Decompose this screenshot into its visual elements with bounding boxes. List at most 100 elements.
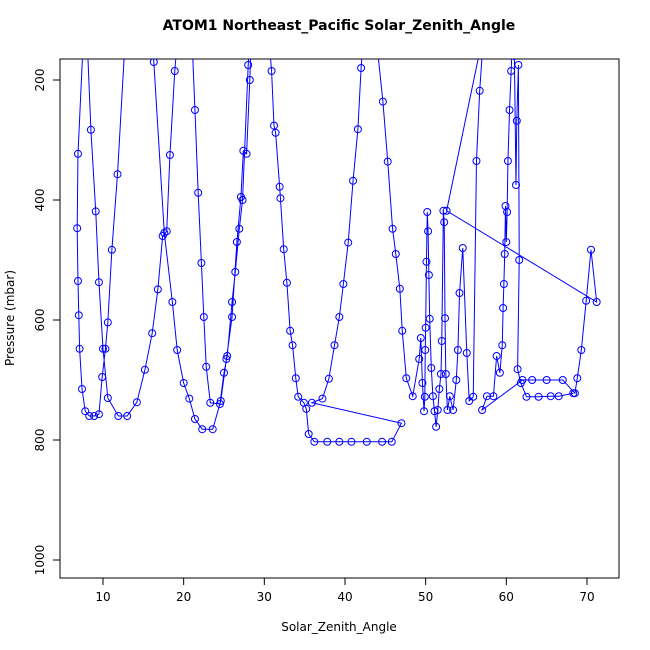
data-point <box>423 208 432 216</box>
data-point <box>270 121 279 130</box>
data-point <box>455 289 464 297</box>
data-point <box>503 208 512 216</box>
data-point <box>330 341 339 350</box>
data-point <box>391 250 400 258</box>
chart-title: ATOM1 Northeast_Pacific Solar_Zenith_Ang… <box>163 18 516 34</box>
data-point <box>235 224 244 233</box>
data-point <box>335 437 344 446</box>
data-point <box>85 412 94 420</box>
data-point <box>310 437 319 446</box>
data-point <box>443 406 452 414</box>
data-point <box>302 404 311 413</box>
x-tick-label: 10 <box>95 590 110 604</box>
data-point <box>542 376 551 384</box>
data-point <box>132 398 141 407</box>
x-tick-label: 70 <box>579 590 594 604</box>
data-point <box>185 394 194 403</box>
data-point <box>503 157 512 165</box>
data-point <box>153 285 162 294</box>
data-point <box>498 341 507 350</box>
data-point <box>514 61 523 69</box>
data-point <box>424 227 433 236</box>
data-point <box>515 256 524 264</box>
data-point <box>335 313 344 321</box>
data-point <box>587 245 596 254</box>
y-tick-label: 800 <box>33 429 47 452</box>
data-point <box>453 346 462 354</box>
data-point <box>113 170 122 179</box>
data-point <box>465 397 474 405</box>
data-point <box>478 406 487 414</box>
data-point <box>534 392 543 401</box>
data-point <box>288 341 297 350</box>
data-point <box>362 437 371 446</box>
data-point <box>215 400 224 408</box>
data-point <box>199 313 208 321</box>
data-point <box>427 364 436 372</box>
data-point <box>388 224 397 233</box>
data-point <box>445 392 454 401</box>
data-point <box>307 398 316 407</box>
data-point <box>103 394 112 402</box>
data-point <box>441 370 450 378</box>
data-point <box>425 314 434 323</box>
data-point <box>94 278 103 287</box>
y-tick-label: 400 <box>33 189 47 212</box>
data-point <box>546 392 555 401</box>
data-point <box>219 368 228 377</box>
data-point <box>194 188 203 197</box>
plot-area <box>73 59 601 446</box>
data-point <box>420 392 429 401</box>
x-tick-label: 40 <box>337 590 352 604</box>
data-point <box>415 355 424 363</box>
data-point <box>573 374 582 383</box>
data-point <box>398 326 407 335</box>
data-point <box>94 410 103 419</box>
data-point <box>98 373 107 381</box>
data-point <box>449 406 458 414</box>
data-point <box>73 224 82 233</box>
data-point <box>489 392 498 401</box>
x-axis-label: Solar_Zenith_Angle <box>281 620 397 634</box>
x-tick-label: 20 <box>176 590 191 604</box>
data-point <box>228 298 237 306</box>
data-point <box>74 311 83 320</box>
data-point <box>90 412 99 420</box>
data-point <box>402 374 411 383</box>
data-point <box>357 64 366 72</box>
data-point <box>439 206 448 215</box>
data-point <box>501 202 510 210</box>
x-tick-label: 30 <box>257 590 272 604</box>
data-point <box>349 176 358 185</box>
data-point <box>418 379 427 387</box>
data-point <box>294 392 303 401</box>
data-point <box>103 318 112 327</box>
data-point <box>86 125 95 134</box>
x-tick-label: 50 <box>418 590 433 604</box>
y-tick-label: 600 <box>33 309 47 332</box>
data-point <box>276 194 285 203</box>
data-point <box>528 376 537 384</box>
data-point <box>206 398 215 407</box>
data-point <box>149 59 158 66</box>
data-point <box>437 337 446 345</box>
data-point <box>499 304 508 312</box>
data-point <box>378 437 387 446</box>
data-point <box>318 394 327 403</box>
data-point <box>512 116 521 125</box>
data-point <box>472 157 481 165</box>
data-point <box>222 355 231 363</box>
data-point <box>495 368 504 377</box>
data-point <box>286 326 295 335</box>
data-point <box>505 106 514 114</box>
data-point <box>216 397 225 405</box>
y-tick-label: 1000 <box>33 545 47 576</box>
data-point <box>323 437 332 446</box>
data-point <box>433 406 442 414</box>
data-point <box>162 227 171 236</box>
data-point <box>339 280 348 288</box>
data-point <box>267 67 276 75</box>
data-point <box>324 374 333 383</box>
